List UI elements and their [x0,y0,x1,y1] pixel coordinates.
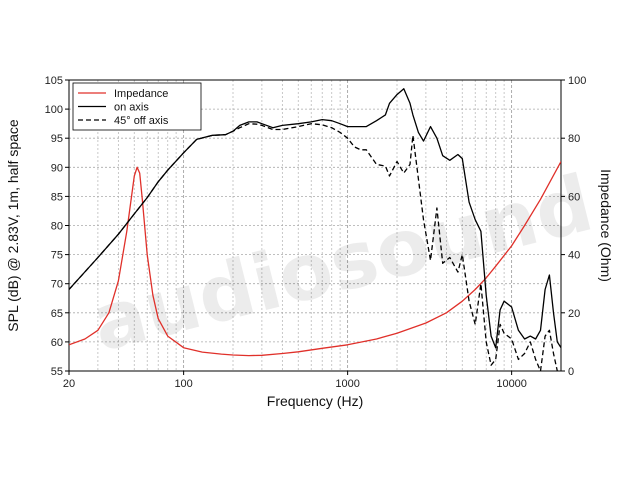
legend-label: Impedance [114,88,168,100]
y-tick-label-left: 70 [51,279,63,291]
y-tick-label-right: 100 [568,75,586,87]
x-tick-label: 20 [63,378,75,390]
y-tick-label-left: 100 [45,104,63,116]
y-tick-label-left: 80 [51,221,63,233]
x-tick-label: 10000 [496,378,527,390]
y-tick-label-left: 55 [51,366,63,378]
legend-label: 45° off axis [114,115,169,127]
y-tick-label-right: 80 [568,133,580,145]
y-tick-label-right: 40 [568,250,580,262]
y-tick-label-left: 85 [51,191,63,203]
axis-ticks: 20 100 1000 10000 55 60 65 70 75 80 85 90 95 100 105 0 2… [45,75,587,390]
y-axis-title-left: SPL (dB) @ 2.83V, 1m, half space [5,119,21,332]
y-tick-label-left: 90 [51,162,63,174]
y-tick-label-left: 60 [51,337,63,349]
series-lines [69,88,561,371]
y-tick-label-right: 0 [568,366,574,378]
y-tick-label-left: 105 [45,75,63,87]
series-line-45-off-axis [69,123,561,371]
legend-label: on axis [114,102,149,114]
y-tick-label-left: 65 [51,308,63,320]
y-tick-label-left: 75 [51,250,63,262]
x-tick-label: 1000 [335,378,359,390]
y-tick-label-right: 20 [568,308,580,320]
y-axis-title-right: Impedance (Ohm) [598,169,614,282]
series-line-impedance [69,161,561,357]
x-tick-label: 100 [174,378,192,390]
y-tick-label-left: 95 [51,133,63,145]
x-axis-title: Frequency (Hz) [267,393,363,409]
y-tick-label-right: 60 [568,191,580,203]
grid [68,79,562,372]
